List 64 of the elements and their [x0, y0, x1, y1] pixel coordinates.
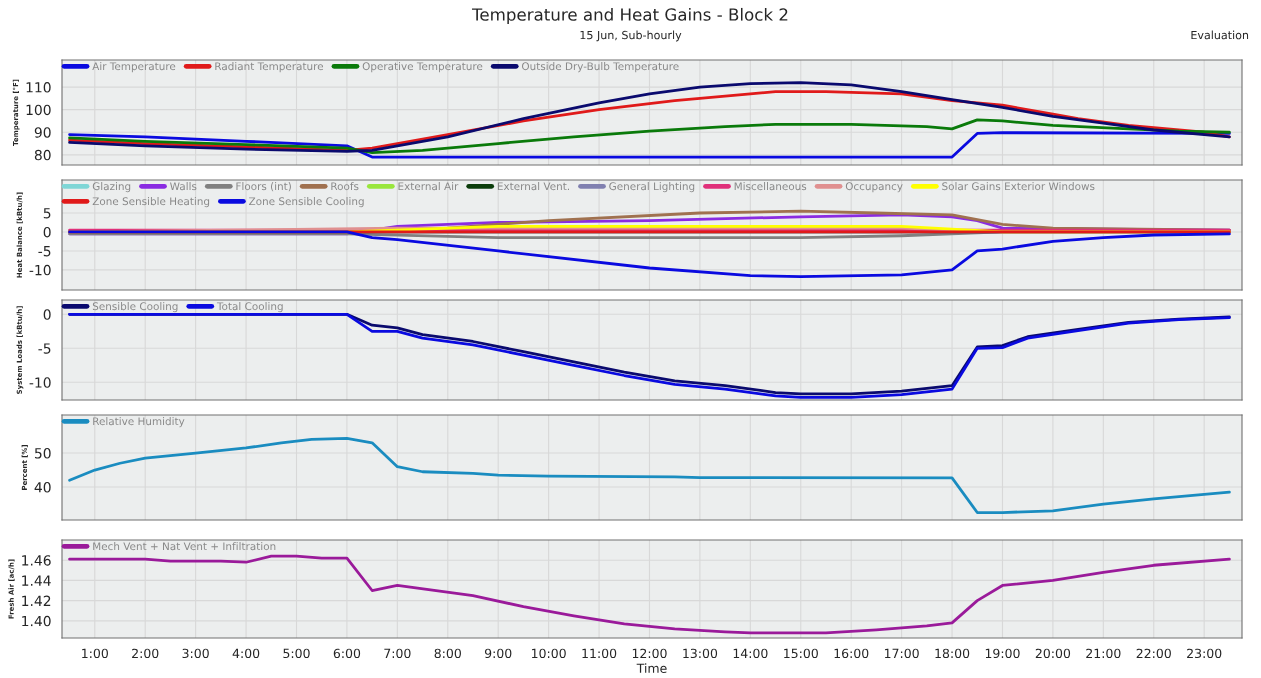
y-tick-label: 100 — [26, 104, 51, 116]
x-axis-title: Time — [636, 663, 667, 673]
legend-label: Glazing — [92, 182, 131, 193]
legend-label: Floors (int) — [236, 182, 291, 192]
x-tick-label: 23:00 — [1187, 648, 1222, 659]
legend-label: Sensible Cooling — [92, 302, 178, 313]
legend-label: External Vent. — [497, 182, 570, 191]
x-tick-label: 4:00 — [232, 648, 260, 659]
legend-label: General Lighting — [609, 182, 695, 193]
x-tick-label: 5:00 — [283, 648, 310, 659]
text: Evaluation — [1191, 30, 1249, 40]
legend-label: Miscellaneous — [734, 182, 807, 191]
x-tick-label: 17:00 — [884, 648, 919, 659]
legend-label: Roofs — [331, 182, 359, 191]
legend-label: Radiant Temperature — [215, 62, 324, 73]
x-tick-label: 11:00 — [582, 648, 617, 659]
x-tick-label: 12:00 — [632, 648, 667, 659]
legend-label: Mech Vent + Nat Vent + Infiltration — [93, 542, 276, 551]
x-tick-label: 3:00 — [182, 648, 209, 659]
legend-label: External Air — [398, 182, 459, 191]
x-tick-label: 18:00 — [935, 648, 970, 659]
y-tick-label: 90 — [34, 127, 51, 138]
y-tick-label: -10 — [29, 264, 51, 276]
legend-label: Total Cooling — [216, 302, 283, 313]
y-tick-label: 1.46 — [22, 555, 51, 566]
y-tick-label: 1.44 — [22, 575, 51, 586]
y-tick-label: 110 — [26, 82, 51, 93]
x-tick-label: 19:00 — [985, 648, 1020, 659]
legend-label: Operative Temperature — [362, 62, 483, 73]
chart-subtitle: 15 Jun, Sub-hourly — [580, 30, 682, 42]
legend-label: Solar Gains Exterior Windows — [942, 182, 1095, 191]
y-tick-label: 1.42 — [22, 595, 51, 606]
x-tick-label: 15:00 — [784, 648, 818, 659]
legend-label: Zone Sensible Heating — [92, 197, 210, 208]
x-tick-label: 21:00 — [1086, 648, 1121, 659]
y-tick-label: 0 — [43, 226, 51, 238]
legend-label: Relative Humidity — [93, 417, 185, 428]
x-tick-label: 7:00 — [384, 648, 411, 659]
y-tick-label: 5 — [43, 208, 51, 219]
x-tick-label: 14:00 — [733, 648, 768, 659]
legend-label: Air Temperature — [92, 62, 176, 73]
x-tick-label: 16:00 — [834, 648, 869, 659]
x-tick-label: 1:00 — [82, 648, 108, 659]
legend-label: Zone Sensible Cooling — [249, 197, 364, 208]
y-tick-label: 0 — [43, 309, 51, 320]
y-tick-label: 80 — [34, 149, 51, 161]
x-tick-label: 13:00 — [683, 648, 718, 659]
legend-label: Outside Dry-Bulb Temperature — [521, 62, 679, 73]
x-tick-label: 10:00 — [531, 648, 566, 659]
x-tick-label: 20:00 — [1035, 648, 1071, 659]
x-tick-label: 8:00 — [434, 648, 461, 659]
y-tick-label: -5 — [38, 246, 51, 257]
chart-title: Temperature and Heat Gains - Block 2 — [471, 7, 788, 25]
legend-label: Occupancy — [845, 182, 903, 193]
y-tick-label: -5 — [38, 343, 51, 354]
y-tick-label: 50 — [34, 448, 51, 459]
y-tick-label: 1.40 — [22, 615, 51, 627]
legend-label: Walls — [170, 182, 197, 191]
x-tick-label: 6:00 — [333, 648, 361, 659]
y-tick-label: 40 — [34, 482, 51, 493]
y-tick-label: -10 — [29, 377, 51, 388]
x-tick-label: 9:00 — [484, 648, 512, 659]
x-tick-label: 2:00 — [132, 648, 159, 659]
x-tick-label: 22:00 — [1136, 648, 1171, 659]
